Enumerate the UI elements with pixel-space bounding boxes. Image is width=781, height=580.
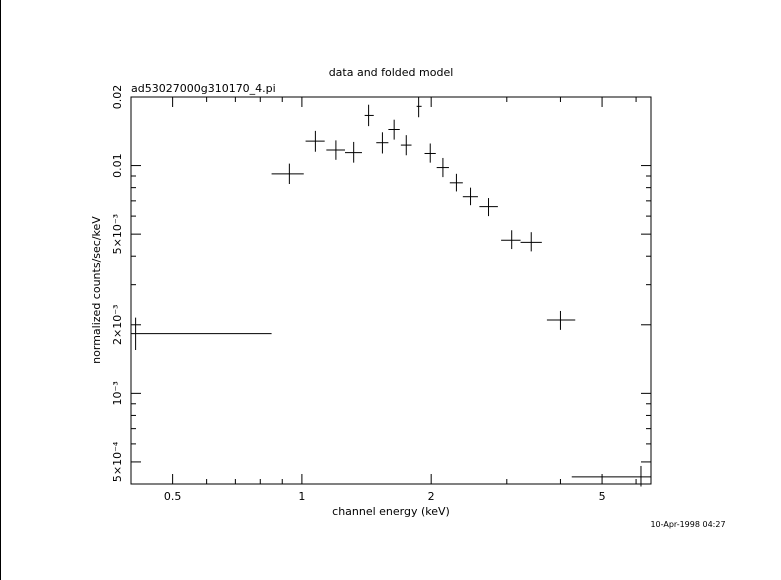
y-tick-label: 5×10⁻³ bbox=[111, 214, 124, 254]
data-point bbox=[364, 104, 374, 127]
data-point bbox=[424, 143, 436, 163]
plot-frame bbox=[130, 96, 652, 485]
data-point bbox=[449, 173, 463, 192]
window-left-edge bbox=[0, 0, 1, 580]
data-point bbox=[344, 141, 362, 163]
y-tick-label: 0.01 bbox=[111, 153, 124, 178]
data-series bbox=[131, 97, 651, 487]
x-tick-label: 2 bbox=[428, 490, 435, 503]
y-tick-label: 2×10⁻³ bbox=[111, 305, 124, 345]
data-point bbox=[388, 119, 400, 140]
data-point bbox=[305, 130, 325, 152]
x-tick-label: 1 bbox=[298, 490, 305, 503]
data-point bbox=[400, 135, 412, 156]
x-tick-label: 0.5 bbox=[164, 490, 182, 503]
chart-title: data and folded model bbox=[329, 66, 454, 79]
chart-subtitle: ad53027000g310170_4.pi bbox=[131, 82, 276, 95]
timestamp: 10-Apr-1998 04:27 bbox=[650, 520, 725, 529]
x-tick-label: 5 bbox=[599, 490, 606, 503]
data-point bbox=[462, 187, 478, 206]
data-point bbox=[501, 230, 521, 250]
data-point bbox=[479, 198, 498, 217]
data-point bbox=[546, 310, 576, 330]
data-point bbox=[326, 140, 345, 160]
y-tick-label: 10⁻³ bbox=[111, 381, 124, 405]
y-axis-label: normalized counts/sec/keV bbox=[90, 216, 103, 364]
data-point bbox=[416, 97, 422, 118]
data-point bbox=[520, 232, 542, 252]
y-axis: 5×10⁻⁴ 10⁻³ 2×10⁻³ 5×10⁻³ 0.01 0.02 bbox=[111, 85, 651, 482]
x-axis: 0.5 1 2 5 bbox=[164, 97, 637, 503]
data-point bbox=[131, 317, 272, 351]
y-tick-label: 0.02 bbox=[111, 85, 124, 110]
data-point bbox=[271, 163, 304, 185]
data-point bbox=[376, 132, 389, 154]
data-point bbox=[436, 157, 449, 178]
data-point bbox=[571, 465, 651, 487]
x-axis-label: channel energy (keV) bbox=[332, 505, 450, 518]
y-tick-label: 5×10⁻⁴ bbox=[111, 441, 124, 482]
